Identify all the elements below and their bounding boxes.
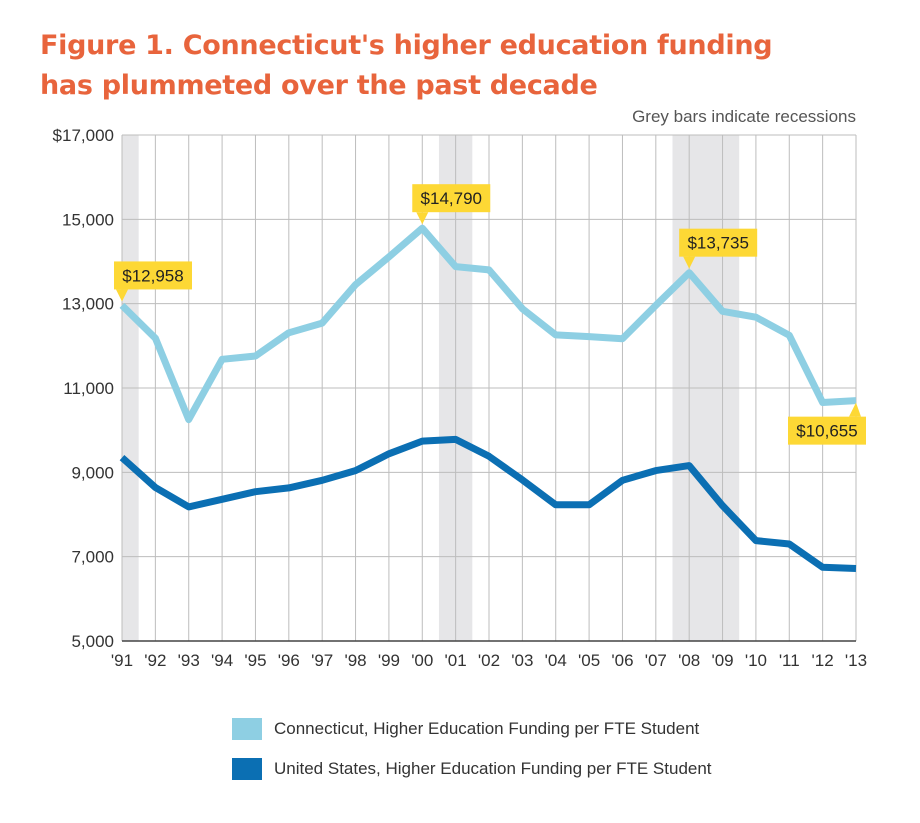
legend-item-connecticut: Connecticut, Higher Education Funding pe…	[232, 712, 712, 746]
callout-pointer	[849, 402, 861, 417]
x-tick-label: '98	[344, 651, 366, 670]
x-tick-label: '11	[779, 651, 800, 670]
callout-label: $13,735	[687, 234, 748, 253]
x-tick-label: '13	[845, 651, 867, 670]
x-tick-label: '07	[645, 651, 667, 670]
y-tick-label: 5,000	[71, 632, 114, 651]
x-tick-label: '12	[812, 651, 834, 670]
series-line-us	[119, 435, 857, 572]
callout-0: $12,958	[114, 261, 192, 302]
callout-box	[679, 228, 758, 257]
y-tick-label: 15,000	[62, 210, 114, 229]
callout-3: $10,655	[788, 402, 866, 445]
chart-title: Figure 1. Connecticut's higher education…	[40, 26, 900, 106]
x-tick-label: '10	[745, 651, 767, 670]
recession-note: Grey bars indicate recessions	[632, 107, 856, 126]
callout-1: $14,790	[412, 184, 491, 225]
x-tick-label: '95	[244, 651, 266, 670]
x-tick-label: '97	[311, 651, 333, 670]
legend-label-united-states: United States, Higher Education Funding …	[274, 759, 712, 778]
callout-2: $13,735	[679, 228, 758, 269]
x-tick-label: '93	[178, 651, 200, 670]
x-tick-label: '08	[678, 651, 700, 670]
x-tick-label: '96	[278, 651, 300, 670]
x-tick-label: '91	[111, 651, 133, 670]
x-tick-label: '03	[511, 651, 533, 670]
legend-item-united-states: United States, Higher Education Funding …	[232, 752, 712, 786]
callout-box	[788, 416, 866, 445]
x-tick-label: '92	[144, 651, 166, 670]
legend-swatch-connecticut	[232, 718, 262, 740]
legend-label-connecticut: Connecticut, Higher Education Funding pe…	[274, 719, 700, 738]
chart-title-line-2: has plummeted over the past decade	[40, 70, 598, 101]
callout-box	[412, 184, 491, 213]
callout-label: $12,958	[122, 266, 183, 285]
line-chart: 5,000 7,000 9,000 11,000 13,000 15,000 $17,000…	[53, 126, 868, 670]
callout-pointer	[116, 289, 128, 302]
series-line-ct	[119, 224, 857, 424]
callout-box	[114, 261, 192, 290]
y-tick-label: 9,000	[71, 463, 114, 482]
x-tick-label: '99	[378, 651, 400, 670]
x-tick-label: '02	[478, 651, 500, 670]
y-tick-label: 11,000	[63, 379, 114, 398]
x-tick-label: '04	[545, 651, 567, 670]
callout-pointer	[416, 212, 429, 225]
y-tick-label: $17,000	[53, 126, 114, 145]
callout-pointer	[683, 256, 696, 269]
x-tick-label: '00	[411, 651, 433, 670]
legend: Connecticut, Higher Education Funding pe…	[232, 712, 712, 792]
x-tick-label: '06	[611, 651, 633, 670]
y-tick-label: 13,000	[62, 295, 114, 314]
callout-label: $10,655	[796, 422, 857, 441]
legend-swatch-united-states	[232, 758, 262, 780]
chart-title-line-1: Figure 1. Connecticut's higher education…	[40, 30, 773, 61]
callout-label: $14,790	[421, 189, 482, 208]
y-tick-label: 7,000	[71, 548, 114, 567]
x-tick-label: '05	[578, 651, 600, 670]
x-tick-label: '09	[711, 651, 733, 670]
x-tick-label: '94	[211, 651, 233, 670]
x-tick-label: '01	[445, 651, 467, 670]
